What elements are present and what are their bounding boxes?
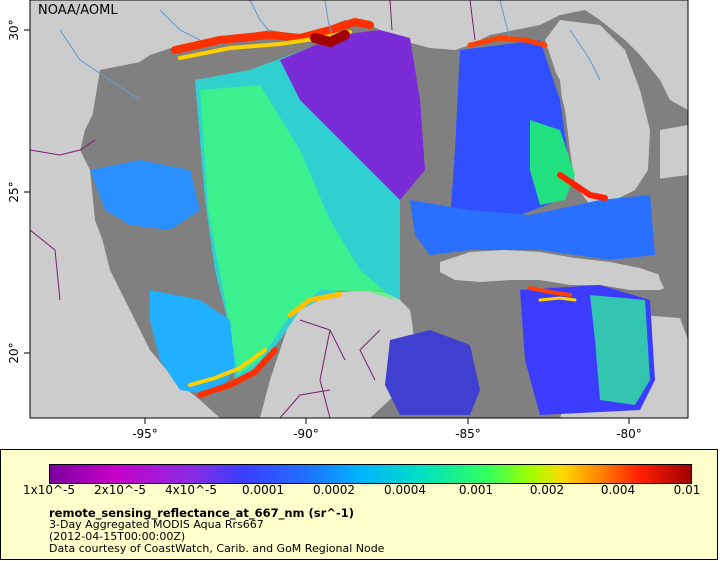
legend-variable-name: remote_sensing_reflectance_at_667_nm (sr…	[49, 506, 354, 520]
river-2	[159, 9, 201, 41]
colorbar-tick: 0.0001	[242, 483, 284, 497]
lat-ticks	[24, 29, 30, 354]
florida-sw-fringe	[557, 172, 608, 201]
yucatan-border	[359, 329, 381, 381]
colorbar-tick: 0.001	[458, 483, 494, 497]
mexico-west-coast	[30, 150, 220, 418]
lon-tick-label: -80°	[616, 427, 642, 441]
florida-panhandle-fringe	[467, 35, 548, 48]
lon-tick-label: -95°	[132, 427, 158, 441]
river-3	[249, 0, 271, 33]
guatemala-border	[279, 389, 331, 418]
legend-credit: Data courtesy of CoastWatch, Carib. and …	[49, 542, 385, 555]
river-6	[569, 29, 601, 81]
louisiana-coast-fringe	[171, 17, 374, 54]
louisiana-coast-inner	[178, 30, 352, 60]
yucatan-fringe	[287, 291, 343, 318]
straits-data	[410, 195, 655, 260]
purple-swath	[280, 30, 425, 200]
map-area	[30, 0, 688, 418]
colorbar-tick: 0.002	[529, 483, 565, 497]
lat-tick-label: 25°	[7, 181, 21, 202]
rivers	[59, 0, 601, 101]
yucatan-east-fringe	[538, 296, 577, 302]
us-mexico-border	[30, 139, 96, 156]
us-mainland	[30, 0, 688, 418]
florida-coast-data	[530, 120, 575, 205]
colorbar-tick: 2x10^-5	[93, 483, 147, 497]
cuba	[440, 250, 670, 290]
us-state-border-2	[469, 0, 476, 41]
colorbar-tick: 0.0002	[313, 483, 355, 497]
mexico-coastal-data	[150, 290, 235, 395]
lat-tick-label: 30°	[7, 19, 21, 40]
lon-tick-label: -90°	[293, 427, 319, 441]
colorbar-tick: 0.004	[600, 483, 636, 497]
legend-panel: 1x10^-5 2x10^-5 4x10^-5 0.0001 0.0002 0.…	[0, 449, 718, 560]
west-data	[90, 160, 200, 230]
mississippi-delta	[310, 30, 350, 48]
river-4	[324, 0, 333, 36]
political-borders	[30, 0, 476, 418]
credit-label: NOAA/AOML	[38, 3, 118, 18]
lon-tick-label: -85°	[455, 427, 481, 441]
river-5	[499, 0, 511, 39]
plot-border	[29, 0, 689, 419]
mexico-state-border	[30, 229, 61, 301]
yucatan-peninsula	[260, 290, 415, 418]
florida-peninsula	[545, 20, 650, 205]
mexico-coast-fringe	[197, 347, 278, 398]
colorbar	[49, 464, 692, 484]
lon-ticks	[144, 418, 630, 424]
colorbar-tick: 1x10^-5	[22, 483, 76, 497]
cuba-north-fringe	[528, 286, 572, 297]
mexico-state-border-3	[319, 329, 331, 418]
data-swaths	[90, 30, 655, 415]
mexico-coast-inner	[188, 348, 267, 387]
us-state-border	[389, 0, 393, 31]
coastal-fringes	[171, 17, 608, 398]
legend-dataset-title: 3-Day Aggregated MODIS Aqua Rrs667	[49, 518, 264, 531]
colorbar-tick: 0.0004	[384, 483, 426, 497]
central-swath-green	[200, 85, 395, 375]
colorbar-tick: 0.01	[673, 483, 701, 497]
river-1	[59, 29, 141, 101]
east-data-green	[590, 295, 650, 405]
lat-tick-label: 20°	[7, 342, 21, 363]
legend-date: (2012-04-15T00:00:00Z)	[49, 530, 186, 543]
colorbar-tick: 4x10^-5	[164, 483, 218, 497]
atlantic-east	[650, 175, 688, 300]
south-data	[385, 330, 480, 415]
